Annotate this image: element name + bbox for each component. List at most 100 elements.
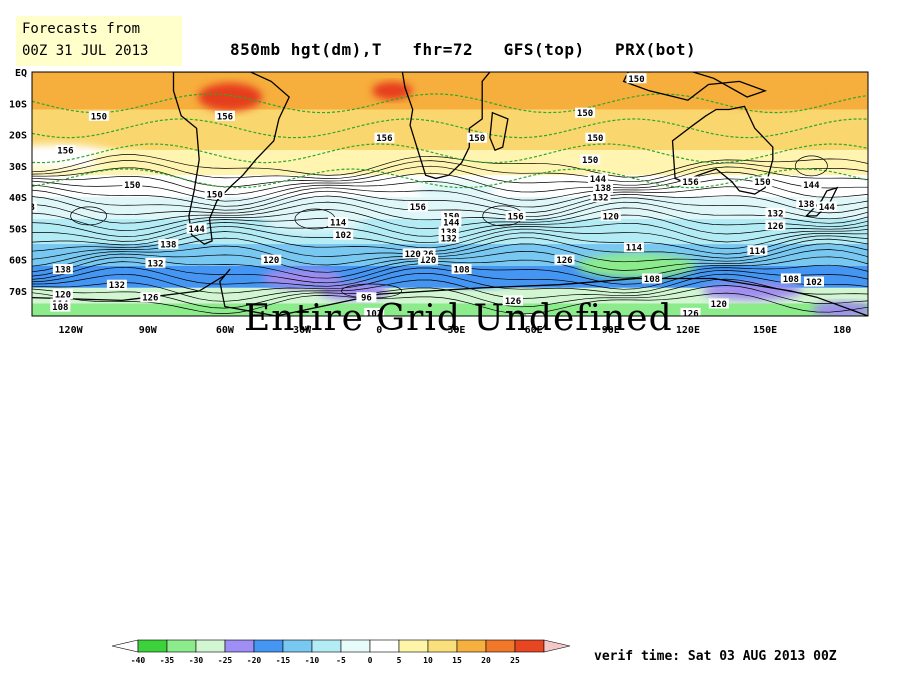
contour-label: 114 (749, 247, 766, 257)
contour-label-bg (50, 301, 71, 312)
colorbar-swatch (340, 639, 371, 653)
map-frame (31, 71, 869, 317)
longitude-label: 90E (602, 325, 620, 336)
contour-label-bg (796, 198, 817, 209)
colorbar-tick-label: 0 (368, 656, 373, 665)
contour-label: 150 (754, 178, 770, 188)
contour-label-bg (503, 295, 524, 306)
contour-label-bg (626, 73, 647, 84)
contour-label-bg (88, 110, 109, 121)
contour-label: 120 (263, 256, 279, 266)
contour-label: 150 (91, 112, 107, 122)
colorbar-swatch (514, 639, 545, 653)
latitude-label: 30S (9, 162, 27, 173)
contour-label-bg (554, 254, 575, 265)
contour-label-bg (441, 217, 462, 228)
contour-label: 138 (19, 203, 35, 213)
contour-label: 132 (147, 259, 163, 269)
australia-outline (671, 105, 774, 195)
colorbar-swatch (398, 639, 429, 653)
south-america-outline (172, 72, 290, 245)
contour-label: 138 (160, 241, 176, 251)
colorbar-tick-label: -10 (305, 656, 320, 665)
contour-label-bg (587, 173, 608, 184)
colorbar-tick-label: -20 (247, 656, 262, 665)
contour-label-bg (801, 179, 822, 190)
colorbar-tick-label: -5 (336, 656, 346, 665)
closed-contour (795, 155, 828, 177)
colorbar-swatch (224, 639, 255, 653)
contour-label: 120 (711, 300, 727, 310)
contour-label: 126 (767, 222, 783, 232)
warm-blob-south-america (198, 83, 263, 112)
contour-label: 138 (595, 184, 611, 194)
contour-label: 156 (217, 112, 233, 122)
colorbar-swatch (485, 639, 516, 653)
contour-label: 144 (590, 175, 607, 185)
contour-label-bg (526, 314, 547, 316)
contour-label-bg (641, 273, 662, 284)
colorbar-high-arrow (543, 639, 571, 653)
longitude-label: 30W (293, 325, 312, 336)
contour-label: 150 (207, 191, 223, 201)
colorbar-tick-label: -40 (131, 656, 146, 665)
contour-label-bg (415, 248, 436, 259)
contour-label-bg (374, 132, 395, 143)
indonesia-outline (622, 72, 768, 101)
contour-label: 102 (366, 309, 382, 319)
contour-label-bg (816, 201, 837, 212)
contour-label-bg (328, 217, 349, 228)
contour-label: 144 (443, 219, 460, 229)
contour-label: 150 (124, 181, 140, 191)
contour-label: 144 (819, 203, 836, 213)
contour-label: 108 (52, 303, 68, 313)
contour-label-bg (600, 210, 621, 221)
contour-label-bg (680, 307, 701, 316)
contour-label-bg (214, 110, 235, 121)
contour-label-bg (204, 189, 225, 199)
contour-label: 132 (767, 209, 783, 219)
contour-label-bg (418, 254, 439, 265)
latitude-label: 70S (9, 287, 27, 298)
contour-label: 156 (507, 212, 523, 222)
latitude-label: EQ (15, 68, 27, 79)
contour-label-bg (580, 154, 601, 165)
longitude-label: 30E (447, 325, 465, 336)
forecast-init-time: 00Z 31 JUL 2013 (22, 43, 149, 59)
contour-label: 126 (505, 297, 521, 307)
contour-label-bg (333, 229, 354, 240)
contour-label: 150 (582, 156, 598, 166)
contour-label-bg (52, 289, 73, 300)
contour-label: 156 (57, 147, 73, 157)
closed-contour (70, 206, 107, 226)
colorbar-swatch (195, 639, 226, 653)
contour-label-bg (438, 232, 459, 243)
longitude-label: 60W (216, 325, 235, 336)
forecast-label: Forecasts from (22, 21, 141, 37)
contour-label-bg (122, 179, 143, 190)
contour-label-bg (803, 276, 824, 287)
contour-label: 156 (376, 134, 392, 144)
contour-label-bg (158, 239, 179, 250)
contour-label: 120 (420, 256, 436, 266)
contour-label: 132 (109, 281, 125, 291)
warm-blob-africa (372, 81, 413, 100)
colorbar-tick-label: 25 (510, 656, 520, 665)
latitude-label: 60S (9, 256, 27, 267)
latitude-label: 10S (9, 99, 27, 110)
contour-label: 156 (410, 203, 426, 213)
contour-label-bg (55, 145, 76, 156)
contour-label-bg (593, 182, 614, 193)
contour-label: 114 (626, 244, 643, 254)
contour-label-bg (623, 242, 644, 253)
colorbar-tick-label: 15 (452, 656, 462, 665)
undefined-grid-message: Entire Grid Undefined (244, 298, 673, 339)
latitude-label: 20S (9, 131, 27, 142)
contour-label-bg (364, 307, 385, 316)
contour-label-bg (680, 176, 701, 187)
colorbar-tick-label: -30 (189, 656, 204, 665)
contour-label-bg (32, 201, 37, 212)
new-zealand-outline (804, 186, 839, 217)
colorbar-tick-label: -15 (276, 656, 291, 665)
